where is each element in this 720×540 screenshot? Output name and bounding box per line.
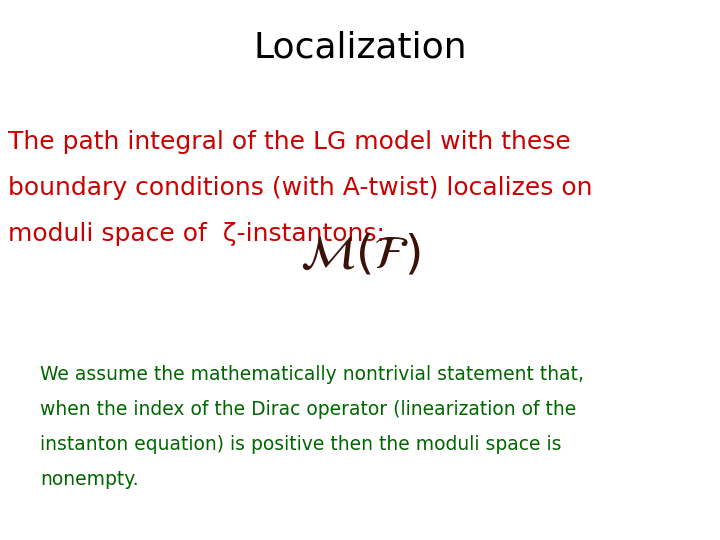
Text: Localization: Localization bbox=[253, 30, 467, 64]
Text: We assume the mathematically nontrivial statement that,: We assume the mathematically nontrivial … bbox=[40, 365, 584, 384]
Text: nonempty.: nonempty. bbox=[40, 470, 139, 489]
Text: when the index of the Dirac operator (linearization of the: when the index of the Dirac operator (li… bbox=[40, 400, 576, 419]
Text: boundary conditions (with A-twist) localizes on: boundary conditions (with A-twist) local… bbox=[8, 176, 593, 200]
Text: $\mathcal{M}(\mathcal{F})$: $\mathcal{M}(\mathcal{F})$ bbox=[300, 233, 420, 278]
Text: The path integral of the LG model with these: The path integral of the LG model with t… bbox=[8, 130, 571, 154]
Text: instanton equation) is positive then the moduli space is: instanton equation) is positive then the… bbox=[40, 435, 562, 454]
Text: moduli space of  ζ-instantons:: moduli space of ζ-instantons: bbox=[8, 222, 385, 246]
